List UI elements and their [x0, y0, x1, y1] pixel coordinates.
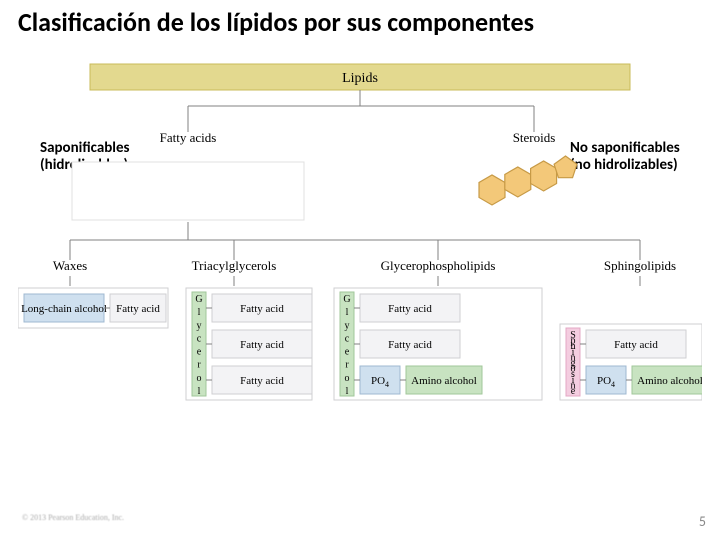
- svg-text:Fatty acid: Fatty acid: [388, 339, 432, 351]
- copyright-text: © 2013 Pearson Education, Inc.: [22, 513, 124, 522]
- svg-text:c: c: [345, 333, 350, 344]
- page-number: 5: [699, 513, 706, 530]
- svg-text:o: o: [345, 373, 350, 384]
- svg-text:Amino alcohol: Amino alcohol: [637, 375, 702, 387]
- svg-text:Fatty acid: Fatty acid: [116, 303, 160, 315]
- svg-text:Sphingolipids: Sphingolipids: [604, 258, 676, 273]
- svg-text:l: l: [346, 386, 349, 397]
- svg-text:l: l: [198, 307, 201, 318]
- svg-text:l: l: [198, 386, 201, 397]
- diagram: LipidsFatty acidsSteroidsOOHWaxesTriacyl…: [18, 44, 702, 504]
- svg-text:l: l: [346, 307, 349, 318]
- svg-text:e: e: [571, 386, 576, 397]
- svg-text:Fatty acid: Fatty acid: [388, 303, 432, 315]
- svg-text:e: e: [345, 347, 350, 358]
- svg-text:G: G: [343, 294, 350, 305]
- svg-text:e: e: [197, 347, 202, 358]
- svg-text:Fatty acid: Fatty acid: [614, 339, 658, 351]
- svg-text:Lipids: Lipids: [342, 71, 378, 86]
- svg-text:Glycerophospholipids: Glycerophospholipids: [381, 258, 496, 273]
- svg-text:Triacylglycerols: Triacylglycerols: [192, 258, 277, 273]
- svg-text:Amino alcohol: Amino alcohol: [411, 375, 477, 387]
- svg-text:Waxes: Waxes: [53, 258, 87, 273]
- svg-text:o: o: [197, 373, 202, 384]
- svg-text:G: G: [195, 294, 202, 305]
- page-title: Clasificación de los lípidos por sus com…: [18, 6, 534, 38]
- svg-text:Fatty acids: Fatty acids: [160, 130, 217, 145]
- svg-text:c: c: [197, 333, 202, 344]
- svg-text:Fatty acid: Fatty acid: [240, 303, 284, 315]
- svg-text:y: y: [197, 320, 202, 331]
- svg-text:y: y: [345, 320, 350, 331]
- svg-text:Fatty acid: Fatty acid: [240, 375, 284, 387]
- svg-text:Long-chain alcohol: Long-chain alcohol: [21, 303, 107, 315]
- svg-text:Steroids: Steroids: [513, 130, 556, 145]
- svg-text:Fatty acid: Fatty acid: [240, 339, 284, 351]
